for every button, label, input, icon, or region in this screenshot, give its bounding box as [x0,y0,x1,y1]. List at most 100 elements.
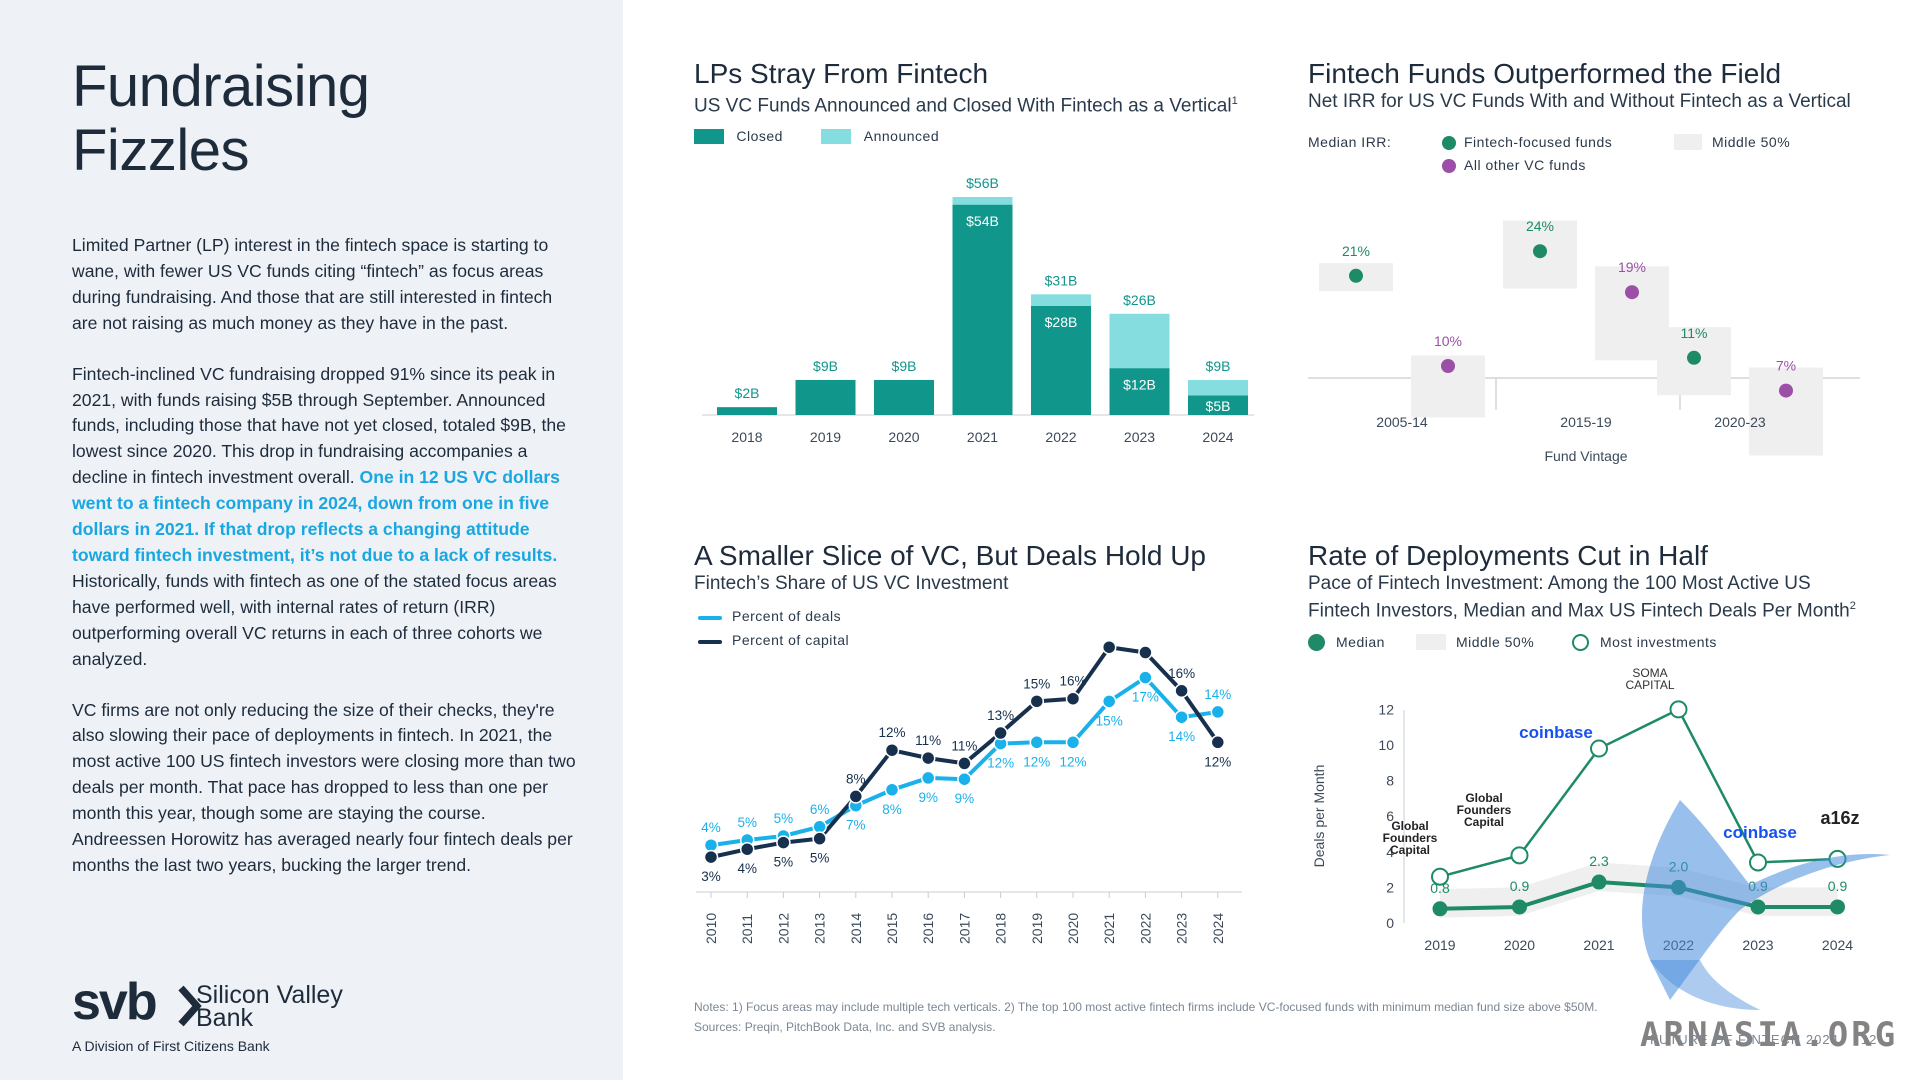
y-tick-6: 6 [1386,808,1394,824]
point-median-2021 [1591,874,1607,890]
annotation-a16z: a16z [1820,808,1859,828]
x-tick-2021: 2021 [1101,913,1117,944]
point-deals-2023 [1174,709,1189,725]
legend-label-capital: Percent of capital [732,632,850,648]
annotation-soma-line1: CAPITAL [1625,678,1674,692]
paragraph-2-highlight: One in 12 US VC dollars went to a fintec… [72,467,560,565]
legend-label-fintech: Fintech-focused funds [1464,134,1613,150]
point-label-capital-2018: 13% [987,708,1014,723]
point-deals-2017 [957,771,972,787]
x-tick-2015: 2015 [884,913,900,944]
x-tick-2012: 2012 [775,913,791,944]
notes-line-2: Sources: Preqin, PitchBook Data, Inc. an… [694,1019,996,1034]
point-capital-2020 [1065,691,1081,706]
legend-label-other: All other VC funds [1464,157,1586,173]
point-label-capital-2014: 8% [846,771,866,786]
legend-swatch-middle50 [1674,134,1702,150]
point-label-deals-2014: 7% [846,818,866,833]
logo-name-line2: Bank [196,1004,253,1032]
bar-total-label-2019: $9B [813,358,838,374]
point-label-deals-2020: 12% [1059,754,1086,769]
watermark-griffin-icon [1641,800,1890,1010]
footer: FUTURE OF FINTECH 2024 12 [1650,1032,1877,1047]
legend-title: Median IRR: [1308,134,1392,150]
annotation-gfc-left-line1: Founders [1383,831,1438,845]
point-label-median-2020: 0.9 [1510,878,1530,894]
point-capital-2021 [1101,640,1117,655]
point-capital-2023 [1174,683,1189,699]
point-deals-2020 [1065,735,1081,750]
y-tick-2: 2 [1386,879,1394,895]
x-axis-label: Fund Vintage [1544,448,1627,464]
logo-name-line1: Silicon Valley [196,981,343,1009]
y-tick-8: 8 [1386,773,1394,789]
x-tick-2015-19: 2015-19 [1560,414,1612,430]
y-tick-4: 4 [1386,844,1394,860]
dot-fintech-2005-14 [1349,268,1363,283]
band-other-2015-19 [1595,266,1669,361]
dot-fintech-2020-23 [1687,350,1701,365]
x-tick-2014: 2014 [848,913,864,944]
bar-total-label-2022: $31B [1045,272,1078,288]
chart-share-subtitle: Fintech’s Share of US VC Investment [694,573,1009,594]
point-label-median-2024: 0.9 [1828,878,1848,894]
chart-deploy-header: Rate of Deployments Cut in Half Pace of … [1308,540,1856,622]
dot-other-2020-23 [1779,383,1793,398]
dot-label-fintech-2005-14: 21% [1342,243,1370,259]
page-title: Fundraising Fizzles [72,55,370,183]
legend-label-announced: Announced [863,128,940,145]
point-most-2023 [1749,853,1767,872]
point-median-2019 [1432,901,1448,917]
chart-lps: $2B 2018 $9B 2019 $9B 2020 $56B $54B 2021 $31B $28… [702,175,1254,445]
point-capital-2013 [812,831,827,846]
point-label-capital-2024: 12% [1204,754,1231,769]
bar-total-label-2018: $2B [735,385,760,401]
dot-other-2005-14 [1441,359,1455,373]
x-tick-2016: 2016 [920,913,936,944]
point-capital-2011 [739,841,755,857]
chart-deploy-title: Rate of Deployments Cut in Half [1308,540,1708,571]
chart-share-header: A Smaller Slice of VC, But Deals Hold Up… [694,540,1206,595]
point-label-capital-2023: 16% [1168,666,1195,681]
chart-irr-header: Fintech Funds Outperformed the Field Net… [1308,58,1851,113]
x-tick-2019: 2019 [1029,913,1045,944]
annotation-gfc-left-line2: Capital [1390,843,1430,857]
point-deals-2015 [884,782,900,798]
chart-share-legend: Percent of deals Percent of capital [698,608,998,654]
logo-name: Silicon Valley Bank [196,981,396,1032]
page-title-line2: Fizzles [72,118,249,183]
x-tick-2020: 2020 [888,429,919,445]
point-label-median-2021: 2.3 [1589,853,1609,869]
logo-short: svb [72,973,158,1031]
page-number: 12 [1860,1032,1878,1047]
point-label-capital-2020: 16% [1059,674,1086,689]
point-label-deals-2019: 12% [1023,754,1050,769]
point-capital-2014 [848,789,864,804]
dot-label-fintech-2015-19: 24% [1526,218,1554,234]
point-label-deals-2017: 9% [955,791,975,806]
annotation-gfc-mid-line0: Global [1465,791,1502,805]
paragraph-2: Fintech-inclined VC fundraising dropped … [72,362,577,673]
point-most-2020 [1510,846,1529,865]
point-label-deals-2024: 14% [1204,687,1231,702]
dot-label-other-2020-23: 7% [1776,358,1796,374]
paragraph-2-b: Historically, funds with fintech as one … [72,570,557,669]
annotation-soma-line0: SOMA [1632,666,1667,680]
chart-irr-subtitle: Net IRR for US VC Funds With and Without… [1308,91,1851,112]
legend-dot-fintech [1442,136,1456,150]
chart-irr-legend: Median IRR: Fintech-focused funds All ot… [1308,134,1868,180]
legend-dot-other [1442,159,1456,173]
point-deals-2021 [1101,694,1117,709]
bar-total-label-2020: $9B [892,358,917,374]
page-title-line1: Fundraising [72,54,370,119]
notes: Notes: 1) Focus areas may include multip… [694,1000,1624,1034]
bar-closed-2021 [952,204,1013,415]
x-tick-2005-14: 2005-14 [1376,414,1428,430]
band-other-2020-23 [1749,367,1823,456]
annotation-coinbase-2023: coinbase [1723,823,1797,842]
point-median-2023 [1750,899,1766,915]
point-label-deals-2023: 14% [1168,729,1195,744]
dot-other-2015-19 [1625,285,1639,300]
chart-deploy-subtitle-2: Fintech Investors, Median and Max US Fin… [1308,600,1856,622]
y-axis-label: Deals per Month [1311,765,1327,868]
